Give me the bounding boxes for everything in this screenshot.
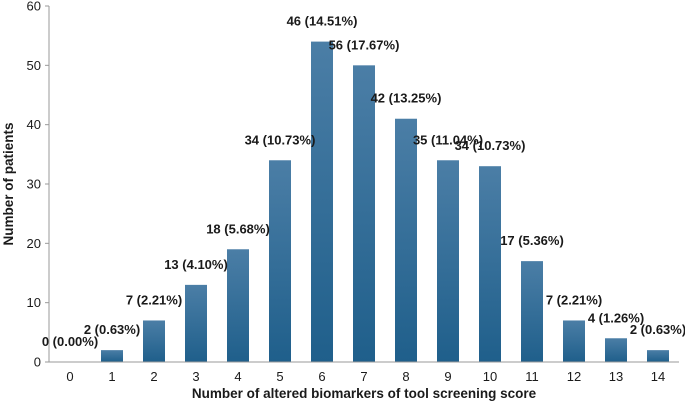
bar bbox=[353, 65, 375, 362]
x-tick-label: 6 bbox=[318, 369, 325, 384]
bar bbox=[311, 41, 333, 362]
bar bbox=[143, 320, 165, 362]
x-tick-label: 0 bbox=[66, 369, 73, 384]
data-label: 56 (17.67%) bbox=[329, 37, 400, 52]
bar bbox=[605, 338, 627, 362]
x-tick-label: 11 bbox=[525, 369, 539, 384]
data-label: 18 (5.68%) bbox=[206, 221, 270, 236]
data-label: 34 (10.73%) bbox=[245, 132, 316, 147]
bar bbox=[227, 249, 249, 362]
data-label: 13 (4.10%) bbox=[164, 257, 228, 272]
y-axis-title: Number of patients bbox=[1, 122, 16, 245]
x-tick-label: 13 bbox=[609, 369, 623, 384]
x-tick-label: 9 bbox=[444, 369, 451, 384]
data-label: 7 (2.21%) bbox=[126, 292, 182, 307]
data-label: 7 (2.21%) bbox=[546, 292, 602, 307]
x-tick-label: 8 bbox=[402, 369, 409, 384]
y-tick-label: 30 bbox=[27, 177, 41, 192]
y-tick-label: 60 bbox=[27, 0, 41, 14]
bar bbox=[479, 166, 501, 362]
bars bbox=[101, 41, 669, 362]
bar bbox=[185, 284, 207, 362]
y-tick-label: 40 bbox=[27, 117, 41, 132]
data-label: 34 (10.73%) bbox=[455, 138, 526, 153]
x-tick-label: 3 bbox=[192, 369, 199, 384]
x-axis-title: Number of altered biomarkers of tool scr… bbox=[192, 386, 537, 401]
y-tick-label: 0 bbox=[34, 355, 41, 370]
x-tick-label: 10 bbox=[483, 369, 497, 384]
y-tick-label: 20 bbox=[27, 236, 41, 251]
bar bbox=[437, 160, 459, 362]
data-label: 0 (0.00%) bbox=[42, 334, 98, 349]
x-tick-label: 7 bbox=[360, 369, 367, 384]
y-tick-label: 50 bbox=[27, 58, 41, 73]
bar bbox=[521, 261, 543, 362]
bar bbox=[647, 350, 669, 362]
x-tick-label: 12 bbox=[567, 369, 581, 384]
x-tick-label: 4 bbox=[234, 369, 241, 384]
data-labels: 0 (0.00%)2 (0.63%)7 (2.21%)13 (4.10%)18 … bbox=[42, 14, 685, 349]
bar bbox=[101, 350, 123, 362]
data-label: 4 (1.26%) bbox=[588, 310, 644, 325]
bar bbox=[563, 320, 585, 362]
bar bbox=[269, 160, 291, 362]
data-label: 2 (0.63%) bbox=[630, 322, 685, 337]
data-label: 42 (13.25%) bbox=[371, 91, 442, 106]
data-label: 46 (14.51%) bbox=[287, 14, 358, 29]
x-axis-ticks: 0 1 2 3 4 5 6 7 8 9 10 11 12 13 14 bbox=[66, 369, 665, 384]
data-label: 35 (11.04%) bbox=[413, 132, 483, 147]
x-tick-label: 2 bbox=[150, 369, 157, 384]
x-tick-label: 14 bbox=[651, 369, 665, 384]
bar bbox=[395, 118, 417, 362]
data-label: 2 (0.63%) bbox=[84, 322, 140, 337]
x-tick-label: 5 bbox=[276, 369, 283, 384]
x-tick-label: 1 bbox=[108, 369, 115, 384]
y-axis-ticks: 0 10 20 30 40 50 60 bbox=[27, 0, 49, 370]
data-label: 17 (5.36%) bbox=[500, 233, 564, 248]
y-tick-label: 10 bbox=[27, 295, 41, 310]
